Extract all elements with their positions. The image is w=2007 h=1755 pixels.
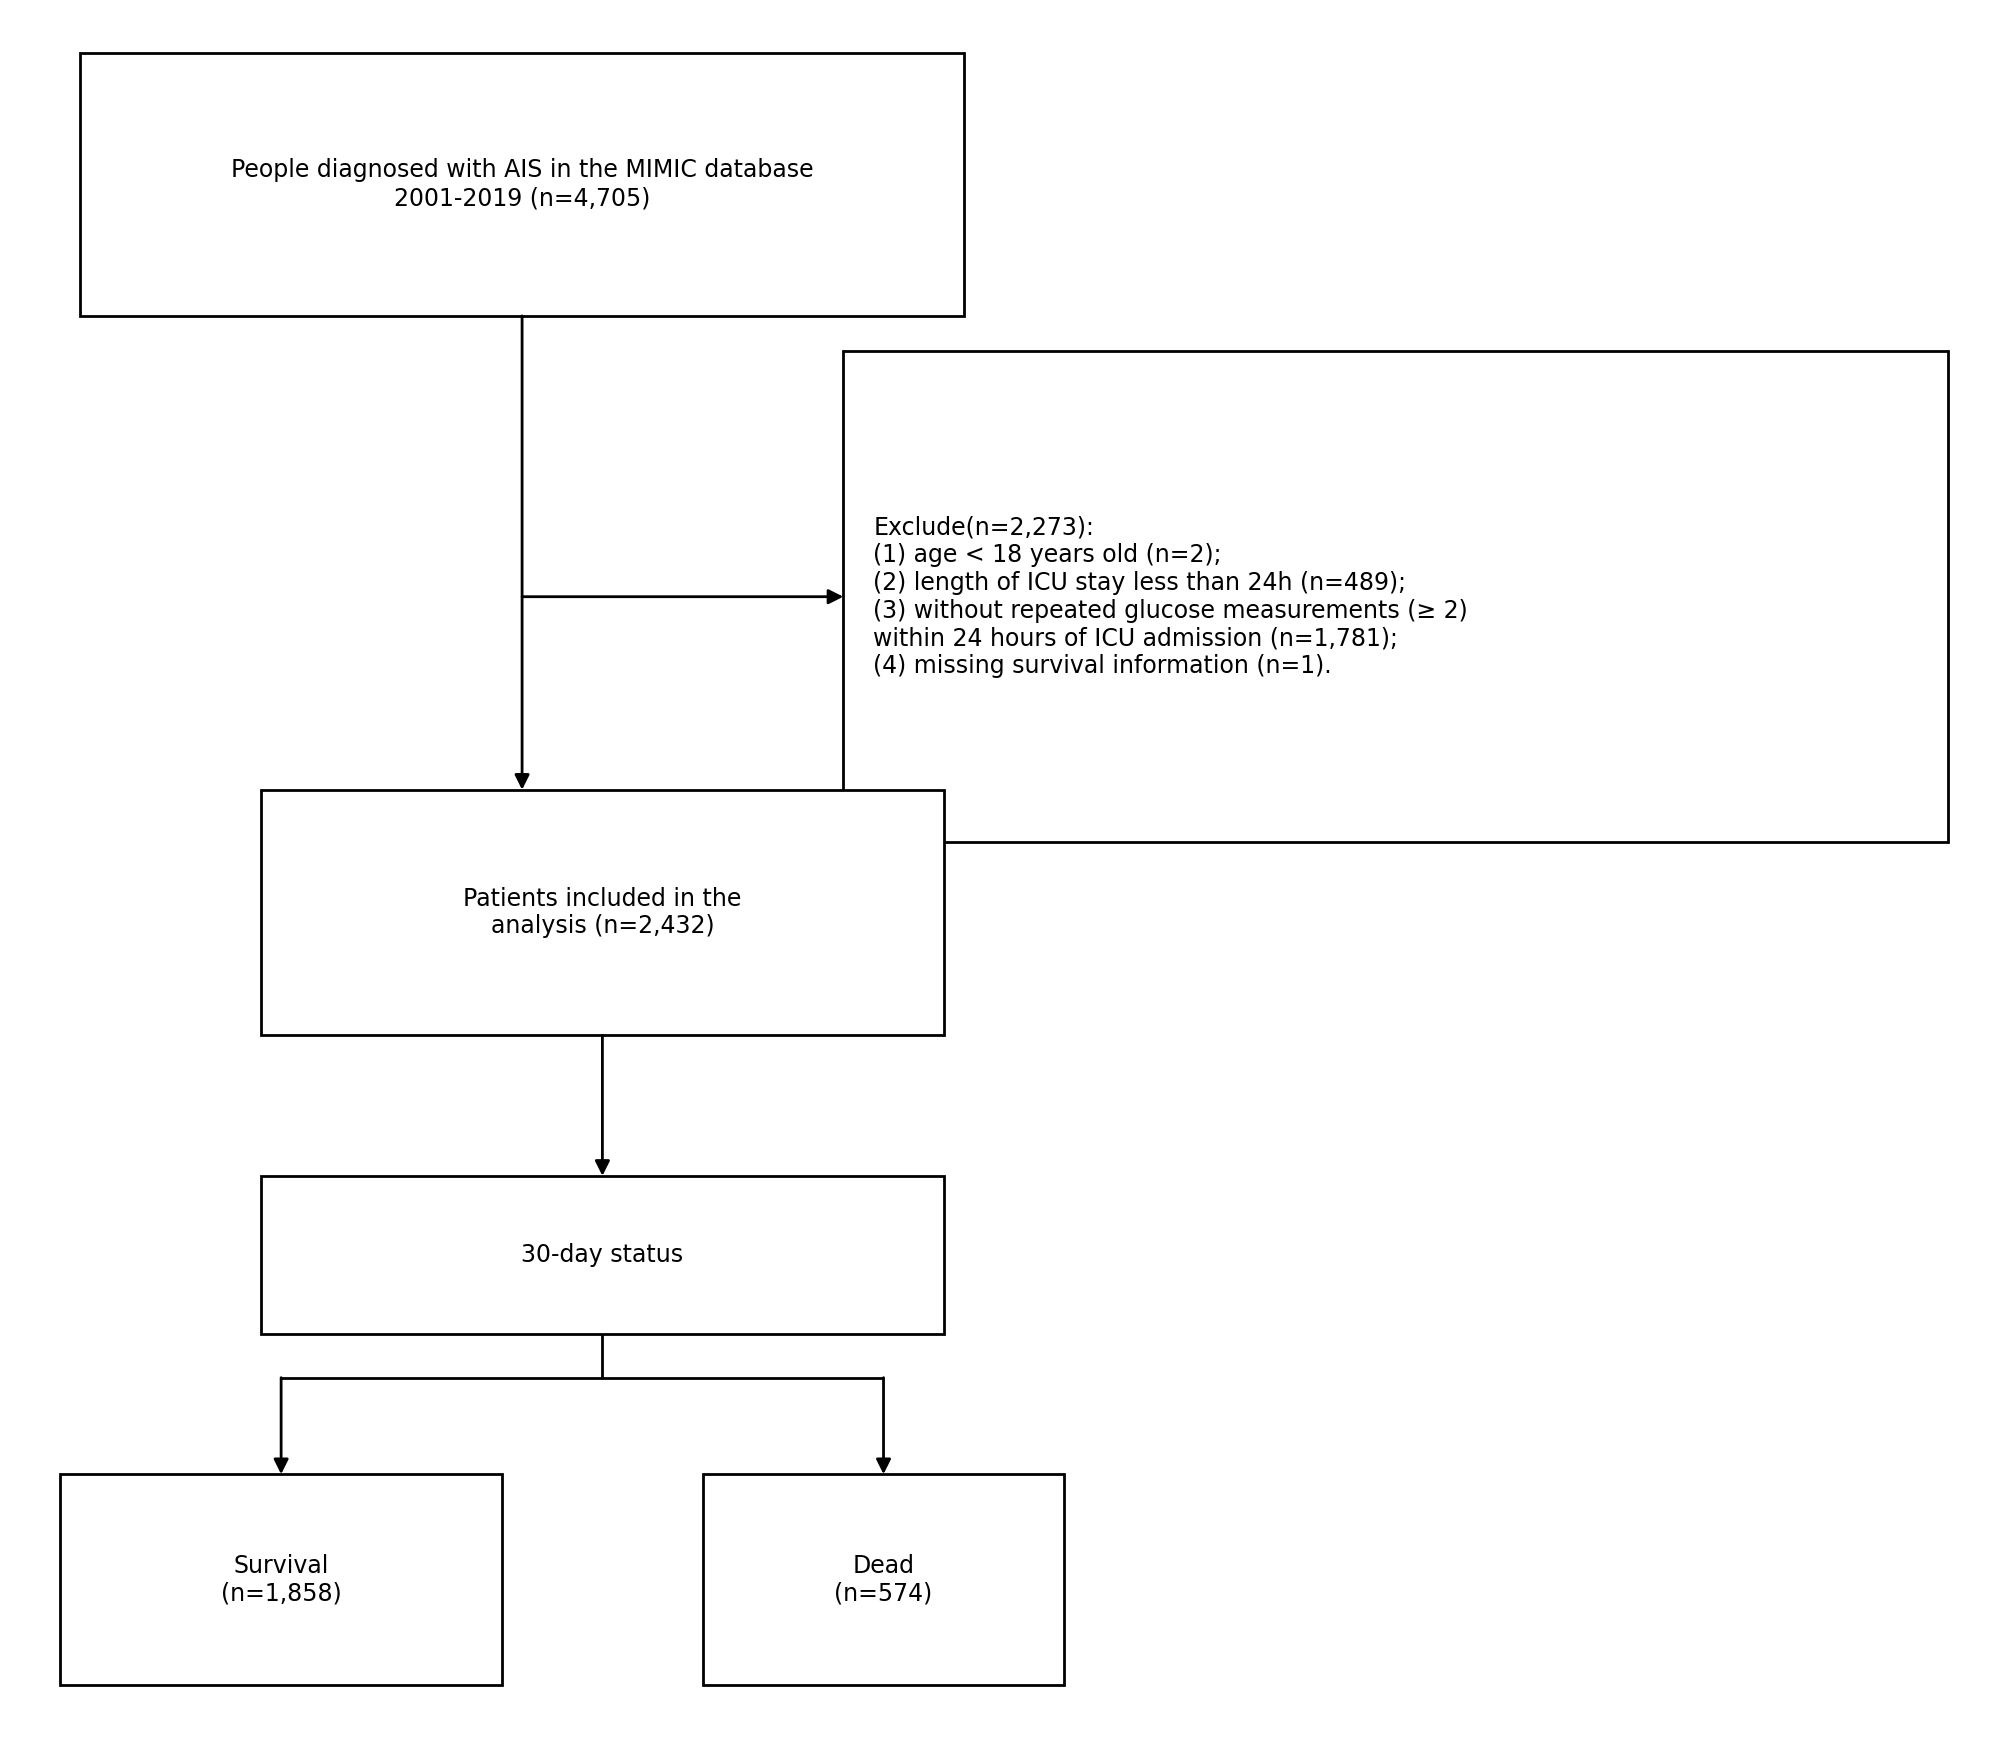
FancyBboxPatch shape: [702, 1474, 1064, 1685]
Text: 30-day status: 30-day status: [522, 1243, 682, 1267]
Text: Survival
(n=1,858): Survival (n=1,858): [221, 1553, 341, 1606]
FancyBboxPatch shape: [261, 1176, 943, 1334]
FancyBboxPatch shape: [60, 1474, 502, 1685]
Text: Patients included in the
analysis (n=2,432): Patients included in the analysis (n=2,4…: [464, 886, 741, 939]
FancyBboxPatch shape: [843, 351, 1947, 842]
Text: Dead
(n=574): Dead (n=574): [835, 1553, 931, 1606]
Text: Exclude(n=2,273):
(1) age < 18 years old (n=2);
(2) length of ICU stay less than: Exclude(n=2,273): (1) age < 18 years old…: [873, 516, 1467, 677]
Text: People diagnosed with AIS in the MIMIC database
2001-2019 (n=4,705): People diagnosed with AIS in the MIMIC d…: [231, 158, 813, 211]
FancyBboxPatch shape: [261, 790, 943, 1035]
FancyBboxPatch shape: [80, 53, 963, 316]
